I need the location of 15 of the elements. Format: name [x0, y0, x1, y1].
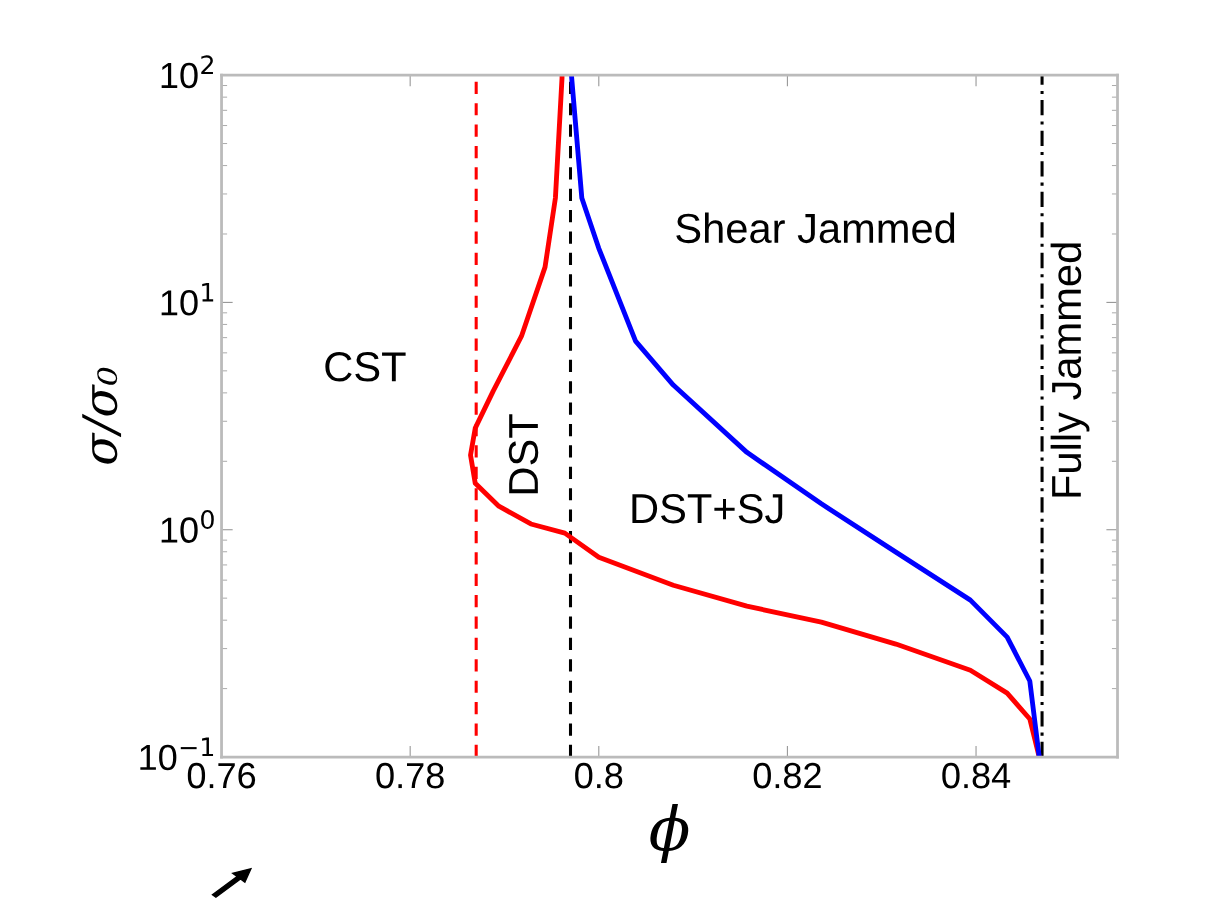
- x-tick-label: 0.78: [376, 762, 444, 789]
- y-tick-label: 10$^{2}$: [161, 55, 213, 89]
- x-tick-label: 0.8: [575, 762, 623, 789]
- y-tick-label: 10$^{1}$: [161, 283, 214, 316]
- line-series: [569, 75, 1042, 758]
- x-axis-title: ϕ: [650, 803, 689, 864]
- annotation: CST: [325, 352, 406, 382]
- annotation: DST+SJ: [632, 493, 783, 524]
- x-tick-label: 0.84: [942, 762, 1011, 789]
- annotation: Fully Jammed: [1050, 243, 1090, 497]
- x-tick-label: 0.82: [753, 762, 821, 789]
- annotation: DST: [508, 414, 539, 494]
- y-tick-label: 10$^{0}$: [161, 509, 214, 543]
- y-axis-title: σ/σ₀: [82, 367, 122, 464]
- annotation: Shear Jammed: [676, 212, 955, 244]
